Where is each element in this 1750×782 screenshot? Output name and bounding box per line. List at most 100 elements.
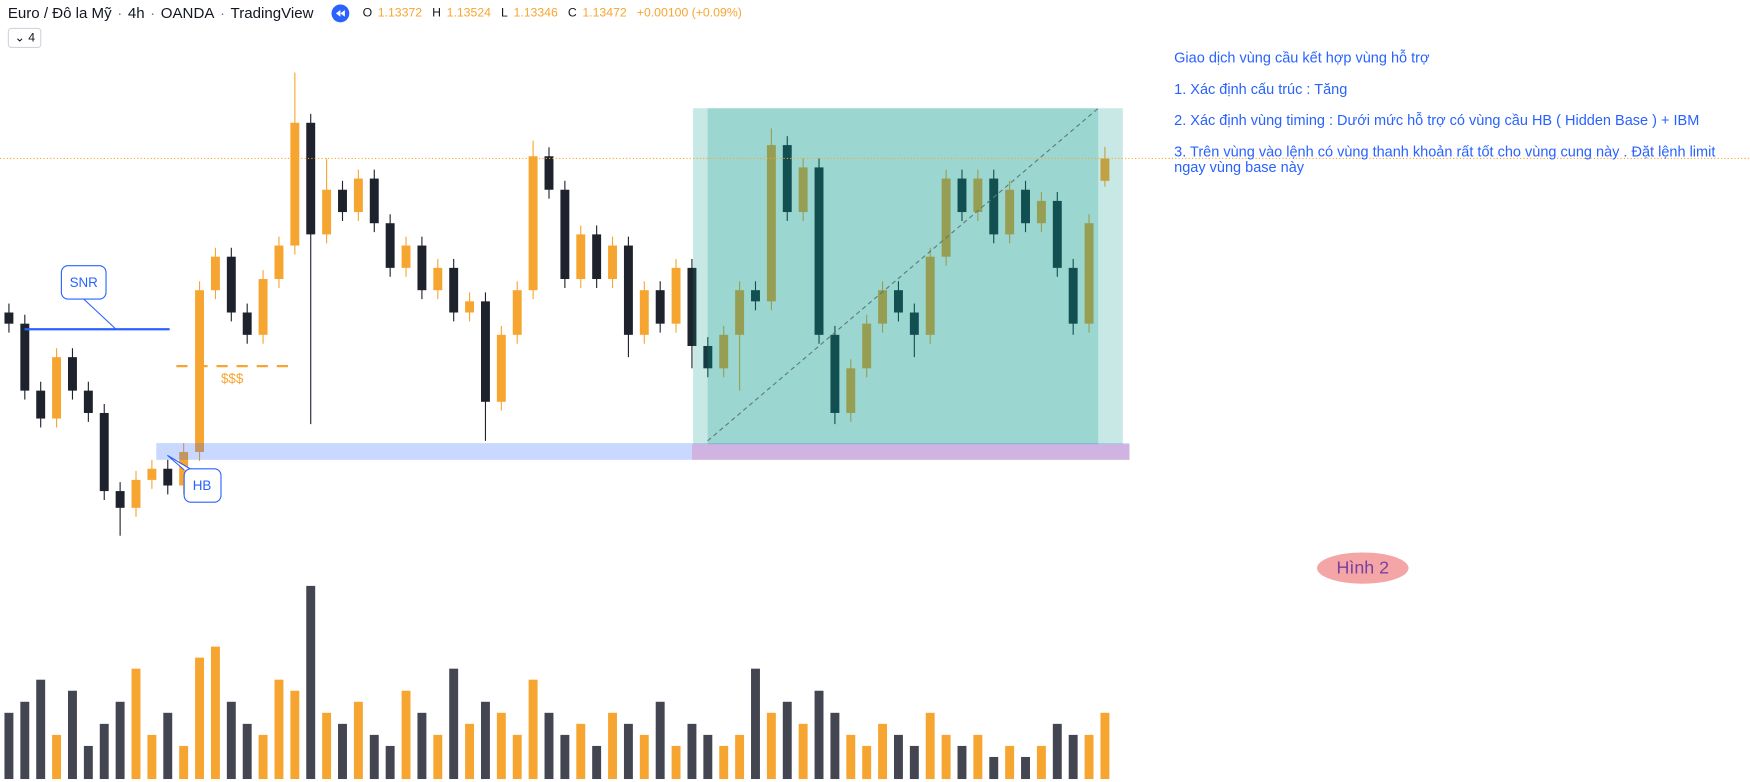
volume-bar <box>592 745 602 780</box>
notes: Giao dịch vùng cầu kết hợp vùng hỗ trợ 1… <box>1174 50 1732 191</box>
candle-body <box>798 167 808 213</box>
candle-body <box>36 390 46 419</box>
change: +0.00100 <box>636 6 689 20</box>
candle-body <box>512 290 522 335</box>
candle-body <box>941 178 951 257</box>
candle-body <box>195 290 205 453</box>
volume-bar <box>719 745 729 780</box>
candle-body <box>369 178 379 224</box>
volume-bar <box>369 734 379 780</box>
candle-body <box>528 156 538 291</box>
volume-bar <box>703 734 713 780</box>
volume-bar <box>671 745 681 780</box>
volume-bar <box>1052 723 1062 780</box>
volume-bar <box>4 712 14 780</box>
hb-label: HB <box>193 478 212 493</box>
volume-bar <box>496 712 506 780</box>
candle-body <box>258 279 268 335</box>
volume-bar <box>465 723 475 780</box>
candle-body <box>226 256 236 313</box>
candle-body <box>1084 223 1094 324</box>
open-label: O <box>362 6 373 20</box>
change-pct: +0.09% <box>695 6 738 20</box>
volume-bar <box>782 701 792 780</box>
volume-bar <box>814 690 824 780</box>
candle-body <box>878 290 888 324</box>
candle-body <box>1021 189 1030 224</box>
volume-bar <box>512 734 522 780</box>
candle-body <box>115 491 125 508</box>
collapse-badge[interactable]: ⌄ 4 <box>7 27 42 48</box>
volume-bar <box>862 745 872 780</box>
candle-body <box>274 245 284 280</box>
candle-body <box>989 178 999 235</box>
high-label: H <box>432 6 442 20</box>
volume-bar <box>131 668 141 780</box>
volume-bar <box>735 734 745 780</box>
candle-body <box>893 290 903 313</box>
demand-zone <box>691 444 1130 460</box>
candle-body <box>385 223 395 268</box>
high-value: 1.13524 <box>446 6 491 20</box>
candle-body <box>703 345 713 369</box>
volume-bar <box>147 734 157 780</box>
volume-bar <box>83 745 93 780</box>
candle-body <box>401 245 411 268</box>
candle-body <box>290 122 300 246</box>
candle-body <box>338 189 347 213</box>
volume-bar <box>846 734 856 780</box>
candle-body <box>862 323 872 369</box>
candle-body <box>353 178 363 213</box>
candle-body <box>433 267 443 291</box>
candle-body <box>52 357 62 419</box>
close-value: 1.13472 <box>582 6 627 20</box>
candle-body <box>973 178 983 213</box>
candle-body <box>751 290 760 302</box>
candle-body <box>4 312 14 324</box>
candle-body <box>623 245 633 335</box>
volume-bar <box>210 646 220 780</box>
broker: OANDA <box>160 4 215 22</box>
volume-bar <box>226 701 236 780</box>
candle-body <box>1005 189 1015 235</box>
volume-bar <box>893 734 903 780</box>
volume-bar <box>1100 712 1110 780</box>
symbol[interactable]: Euro / Đô la Mỹ <box>7 4 112 22</box>
volume-bar <box>195 657 205 780</box>
candle-body <box>846 368 856 413</box>
interval[interactable]: 4h <box>127 4 145 22</box>
volume-bar <box>258 734 268 780</box>
volume-bar <box>449 668 459 780</box>
volume-bar <box>385 745 395 780</box>
candle-body <box>417 245 427 291</box>
volume-bar <box>99 723 109 780</box>
candle-body <box>560 189 570 280</box>
volume-bar <box>925 712 935 780</box>
snr-callout <box>60 265 107 300</box>
note-item: 3. Trên vùng vào lệnh có vùng thanh khoả… <box>1174 142 1716 176</box>
open-value: 1.13372 <box>377 6 423 20</box>
candle-body <box>322 189 332 235</box>
header: Euro / Đô la Mỹ · 4h · OANDA · TradingView … <box>7 4 742 22</box>
volume-bar <box>544 712 554 780</box>
candle-body <box>639 290 649 335</box>
candle-body <box>1068 267 1078 324</box>
snr-pointer <box>69 297 117 330</box>
zone-inner <box>707 108 1099 445</box>
candle-body <box>1100 158 1110 181</box>
low-label: L <box>501 6 508 20</box>
volume-bar <box>528 679 538 780</box>
candle-body <box>957 178 967 213</box>
candle-body <box>242 312 252 335</box>
candle-body <box>163 468 173 486</box>
candle-body <box>782 145 792 213</box>
volume-bar <box>52 734 62 780</box>
low-value: 1.13346 <box>513 6 558 20</box>
volume-bar <box>687 723 697 780</box>
notes-title: Giao dịch vùng cầu kết hợp vùng hỗ trợ <box>1174 49 1430 66</box>
note-item: 2. Xác định vùng timing : Dưới mức hỗ tr… <box>1174 111 1700 129</box>
candle-body <box>131 479 141 508</box>
volume-bar <box>163 712 173 780</box>
